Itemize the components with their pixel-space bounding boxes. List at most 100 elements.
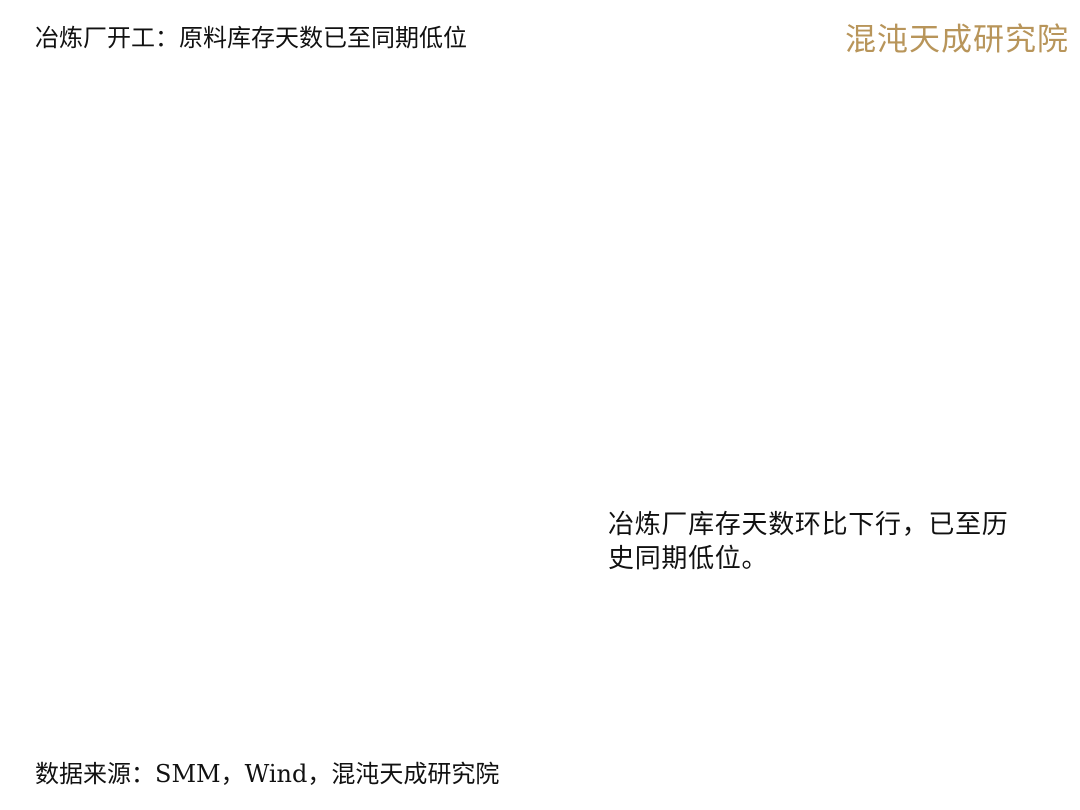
source: 数据来源：SMM，Wind，混沌天成研究院	[35, 760, 500, 788]
x-tick-label: 1月	[43, 683, 61, 696]
x-tick-label: 6月	[821, 323, 839, 336]
series-line	[667, 188, 1025, 243]
y-tick-label: 95.0	[623, 145, 648, 158]
x-tick-label: 6月	[239, 683, 257, 696]
y-tick-label: 65.0	[623, 282, 648, 295]
legend-label: 2022年	[299, 712, 338, 726]
x-tick-label: 2月	[82, 683, 100, 696]
y-tick-label: 85	[12, 454, 26, 467]
legend-label: 2020年	[143, 712, 182, 726]
x-tick-label: 11月	[437, 341, 462, 354]
legend-label: 2020年	[143, 370, 182, 384]
series-line	[51, 486, 486, 615]
legend-label: 2022年	[299, 370, 338, 384]
y-tick-label: 65	[12, 538, 26, 551]
series-line	[55, 217, 489, 300]
x-tick-label: 4月	[161, 683, 179, 696]
y-tick-label: 45	[12, 623, 26, 636]
y-tick-label: 70.0	[623, 259, 648, 272]
y-tick-label: 55	[12, 581, 26, 594]
chart-title: 锌冶炼厂原料库存天数	[172, 79, 352, 100]
legend-label: 2020年	[816, 354, 855, 368]
series-line	[50, 484, 486, 657]
y-tick-label: 75	[12, 496, 26, 509]
x-tick-label: 12月	[472, 683, 497, 696]
legend-label: 2021年	[896, 354, 935, 368]
x-tick-label: 1月	[47, 341, 65, 354]
series-line	[668, 181, 767, 211]
legend-label: 2022年	[736, 377, 775, 391]
legend-label: 2024年	[896, 377, 935, 391]
y-tick-label: 35	[14, 157, 28, 170]
y-tick-label: 40	[14, 116, 28, 129]
y-tick-label: 100.0	[616, 122, 648, 135]
y-tick-label: 85.0	[623, 191, 648, 204]
x-tick-label: 7月	[283, 341, 301, 354]
y-tick-label: 25	[14, 240, 28, 253]
series-line	[50, 518, 171, 634]
x-tick-label: 2月	[692, 323, 710, 336]
y-tick-label: 30	[14, 198, 28, 211]
x-tick-label: 9月	[918, 323, 936, 336]
x-tick-label: 10月	[397, 341, 422, 354]
series-line	[668, 181, 1025, 271]
series-line	[55, 219, 489, 253]
y-tick-label: 15	[14, 322, 28, 335]
x-tick-label: 4月	[165, 341, 183, 354]
x-tick-label: 1月	[660, 323, 678, 336]
series-line	[54, 210, 489, 277]
x-tick-label: 7月	[854, 323, 872, 336]
series-line	[668, 150, 1025, 223]
note: 冶炼厂库存天数环比下行，已至历史同期低位。	[608, 510, 1009, 574]
legend-label: 2023年	[816, 377, 855, 391]
x-tick-label: 3月	[121, 683, 139, 696]
series-line	[55, 163, 489, 224]
series-line	[54, 216, 490, 296]
legend-label: 2019年	[736, 354, 775, 368]
x-tick-label: 8月	[318, 683, 336, 696]
chart-title: 中国精炼锌开工率	[749, 86, 877, 105]
x-tick-label: 9月	[361, 341, 379, 354]
x-tick-label: 3月	[725, 323, 743, 336]
x-tick-label: 4月	[757, 323, 775, 336]
series-line	[50, 521, 486, 632]
x-tick-label: 8月	[886, 323, 904, 336]
x-tick-label: 12月	[1011, 323, 1036, 336]
x-tick-label: 10月	[393, 683, 418, 696]
legend-label: 2019年	[65, 712, 104, 726]
footer-bar	[0, 797, 1080, 810]
x-tick-label: 11月	[433, 683, 458, 696]
series-line	[50, 503, 485, 644]
x-tick-label: 5月	[204, 341, 222, 354]
x-tick-label: 2月	[86, 341, 104, 354]
legend-label: 2019年	[65, 370, 104, 384]
series-line	[54, 246, 175, 313]
y-axis-label: %	[589, 215, 602, 225]
y-tick-label: 60.0	[623, 305, 648, 318]
legend-label: 2024年	[455, 370, 494, 384]
legend-label: 2021年	[221, 712, 260, 726]
x-tick-label: 10月	[947, 323, 972, 336]
x-tick-label: 5月	[789, 323, 807, 336]
series-line	[50, 486, 485, 628]
logo: 混沌天成研究院	[845, 22, 1069, 58]
legend-label: 2023年	[377, 712, 416, 726]
legend-label: 2024年	[455, 712, 494, 726]
y-tick-label: 90.0	[623, 168, 648, 181]
y-tick-label: 80.0	[623, 214, 648, 227]
x-tick-label: 9月	[357, 683, 375, 696]
y-tick-label: 35	[12, 665, 26, 678]
page-title: 冶炼厂开工：原料库存天数已至同期低位	[35, 24, 467, 52]
series-line	[667, 194, 1025, 252]
legend-label: 2021年	[221, 370, 260, 384]
chart-title: 中国锌矿开工率（%）	[173, 417, 342, 437]
x-tick-label: 7月	[279, 683, 297, 696]
x-tick-label: 11月	[979, 323, 1004, 336]
y-tick-label: 20	[14, 281, 28, 294]
series-line	[668, 155, 1025, 238]
y-tick-label: 75.0	[623, 236, 648, 249]
x-tick-label: 8月	[322, 341, 340, 354]
x-tick-label: 5月	[200, 683, 218, 696]
